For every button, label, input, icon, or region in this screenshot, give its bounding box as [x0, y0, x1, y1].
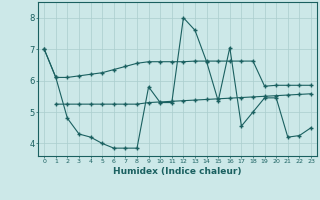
X-axis label: Humidex (Indice chaleur): Humidex (Indice chaleur)	[113, 167, 242, 176]
